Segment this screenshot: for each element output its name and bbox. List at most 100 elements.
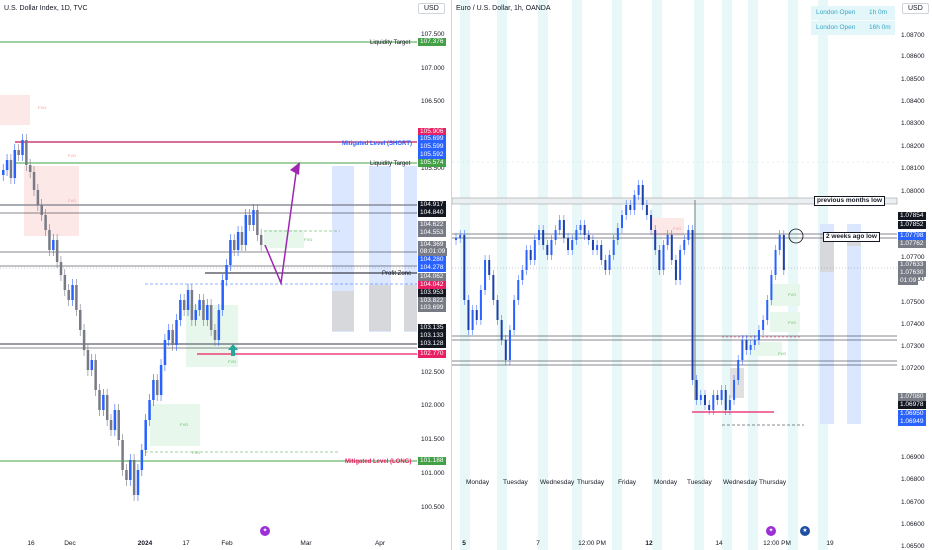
candle-body — [757, 330, 760, 340]
price-axis-tick: 1.07500 — [901, 299, 925, 306]
price-tag: 105.574 — [418, 159, 446, 167]
candle-body — [140, 450, 144, 470]
price-tag: 102.770 — [418, 350, 446, 358]
price-axis-tick: 100.500 — [421, 504, 445, 511]
candle-body — [704, 395, 706, 405]
fvg-label: FVG — [38, 105, 47, 110]
day-label: Monday — [654, 479, 678, 486]
candle-body — [175, 320, 178, 345]
price-axis-tick: 1.06900 — [901, 454, 925, 461]
candle-body — [229, 240, 232, 265]
price-axis-tick: 1.06500 — [901, 543, 925, 550]
price-axis-tick: 102.500 — [421, 369, 445, 376]
fvg-label: FVG — [68, 198, 77, 203]
candle-body — [517, 280, 520, 300]
previous-months-low-label: previous months low — [814, 196, 886, 206]
candle-body — [75, 285, 78, 310]
time-axis-label: 19 — [826, 540, 834, 547]
candle-body — [467, 300, 470, 330]
fvg-label: FVG — [68, 153, 77, 158]
right-chart-title: Euro / U.S. Dollar, 1h, OANDA — [456, 5, 551, 12]
eurusd-chart-canvas[interactable] — [452, 0, 932, 550]
price-tag: 104.042 — [418, 281, 446, 289]
candle-body — [213, 330, 217, 340]
price-axis-tick: 1.07300 — [901, 343, 925, 350]
mitigated-short-label: Mitigated Level (SHORT) — [342, 141, 413, 147]
candle-body — [79, 310, 82, 330]
candle-body — [144, 420, 147, 450]
candle-body — [82, 330, 86, 350]
right-chart-pane[interactable]: Euro / U.S. Dollar, 1h, OANDA USD London… — [452, 0, 932, 550]
candle-body — [546, 245, 549, 255]
candle-body — [179, 300, 182, 320]
candle-body — [529, 250, 532, 260]
day-label: Thursday — [759, 479, 787, 486]
candle-body — [679, 250, 682, 280]
time-axis-label: 5 — [462, 540, 466, 547]
candle-body — [148, 400, 151, 420]
candle-body — [167, 330, 171, 340]
candle-body — [36, 190, 40, 205]
candle-body — [608, 255, 611, 270]
candle-body — [579, 225, 582, 230]
price-tag: 105.906 — [418, 128, 446, 136]
projection-zone — [332, 166, 354, 332]
candle-body — [25, 140, 28, 165]
price-tag: 104.278 — [418, 264, 446, 272]
candle-body — [525, 250, 528, 270]
fvg-zone — [770, 284, 800, 306]
fvg-label: FVG — [180, 422, 189, 427]
time-axis-label: Mar — [300, 540, 312, 547]
price-axis-tick: 106.500 — [421, 98, 445, 105]
day-label: Wednesday — [723, 479, 758, 486]
left-currency-button[interactable]: USD — [418, 3, 445, 14]
price-axis-tick: 102.000 — [421, 402, 445, 409]
candle-body — [737, 360, 740, 380]
price-axis-tick: 1.07200 — [901, 365, 925, 372]
highlight-circle — [788, 228, 804, 244]
price-axis-tick: 1.06800 — [901, 476, 925, 483]
candle-body — [600, 245, 603, 260]
candle-body — [496, 300, 499, 320]
candle-body — [109, 420, 113, 430]
session-badge-london-1: London Open 1h 0m — [811, 6, 895, 20]
right-price-axis[interactable]: 1.08700 1.08600 1.08500 1.08400 1.08300 1.082… — [897, 0, 932, 550]
candle-body — [625, 205, 628, 215]
price-tag: 08:01:09 — [418, 248, 448, 256]
price-tag: 104.917 — [418, 201, 446, 209]
price-axis-tick: 1.08700 — [901, 32, 925, 39]
candle-body — [194, 310, 197, 320]
candle-body — [550, 240, 553, 255]
candle-body — [637, 185, 640, 195]
gray-zone — [730, 368, 744, 398]
left-price-axis[interactable]: 107.500107.000106.500105.500103.500102.5… — [417, 0, 451, 550]
session-band — [612, 0, 622, 550]
candle-body — [67, 290, 70, 300]
price-axis-tick: 101.500 — [421, 436, 445, 443]
price-tag: 1.07080 — [898, 393, 926, 401]
price-tag: 104.622 — [418, 221, 446, 229]
dxy-chart-canvas[interactable] — [0, 0, 451, 550]
day-label: Monday — [466, 479, 490, 486]
candle-body — [2, 170, 5, 175]
candle-body — [94, 360, 97, 390]
tradingview-logo-icon: ✦ — [766, 526, 776, 536]
right-currency-button[interactable]: USD — [902, 3, 929, 14]
price-tag: 105.699 — [418, 135, 446, 143]
price-tag: 01:09 — [898, 277, 919, 285]
candle-body — [217, 310, 221, 340]
left-chart-pane[interactable]: U.S. Dollar Index, 1D, TVC USD 107.500 10… — [0, 0, 452, 550]
candle-body — [538, 230, 540, 240]
price-tag: 1.06978 — [898, 401, 926, 409]
candle-body — [583, 225, 586, 235]
candle-body — [724, 390, 727, 410]
candle-body — [558, 220, 561, 230]
candle-body — [152, 380, 155, 400]
candle-body — [209, 305, 213, 330]
candle-body — [463, 235, 466, 300]
candle-body — [55, 240, 59, 262]
candle-body — [63, 275, 67, 290]
candle-body — [745, 340, 748, 350]
candle-body — [650, 215, 653, 230]
candle-body — [17, 150, 20, 155]
